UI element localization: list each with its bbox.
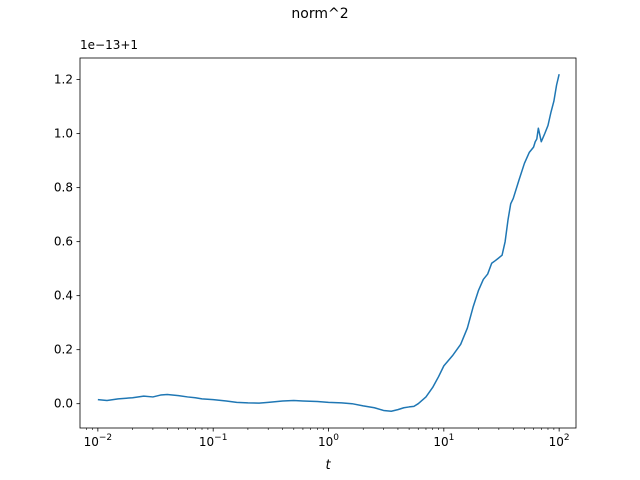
plot-area [79, 57, 577, 429]
x-tick-label: 100 [318, 433, 339, 449]
y-tick-label: 0.8 [54, 181, 73, 195]
x-tick-label: 10−2 [84, 433, 113, 449]
x-tick-label: 10−1 [199, 433, 228, 449]
y-axis-offset-label: 1e−13+1 [80, 38, 139, 52]
x-axis-ticks: 10−2 10−1 100 101 102 [84, 428, 570, 449]
y-tick-label: 0.2 [54, 343, 73, 357]
chart-title: norm^2 [291, 6, 349, 22]
y-tick-label: 1.2 [54, 73, 73, 87]
y-tick-label: 0.0 [54, 397, 73, 411]
y-tick-label: 0.6 [54, 235, 73, 249]
series-line-0 [97, 74, 560, 413]
x-tick-label: 102 [549, 433, 570, 449]
x-axis-label: t [325, 458, 331, 473]
y-tick-label: 0.4 [54, 289, 73, 303]
y-axis-ticks: 0.0 0.2 0.4 0.6 0.8 1.0 1.2 [54, 73, 80, 411]
x-tick-label: 101 [433, 433, 454, 449]
y-tick-label: 1.0 [54, 127, 73, 141]
series-layer [97, 74, 560, 413]
